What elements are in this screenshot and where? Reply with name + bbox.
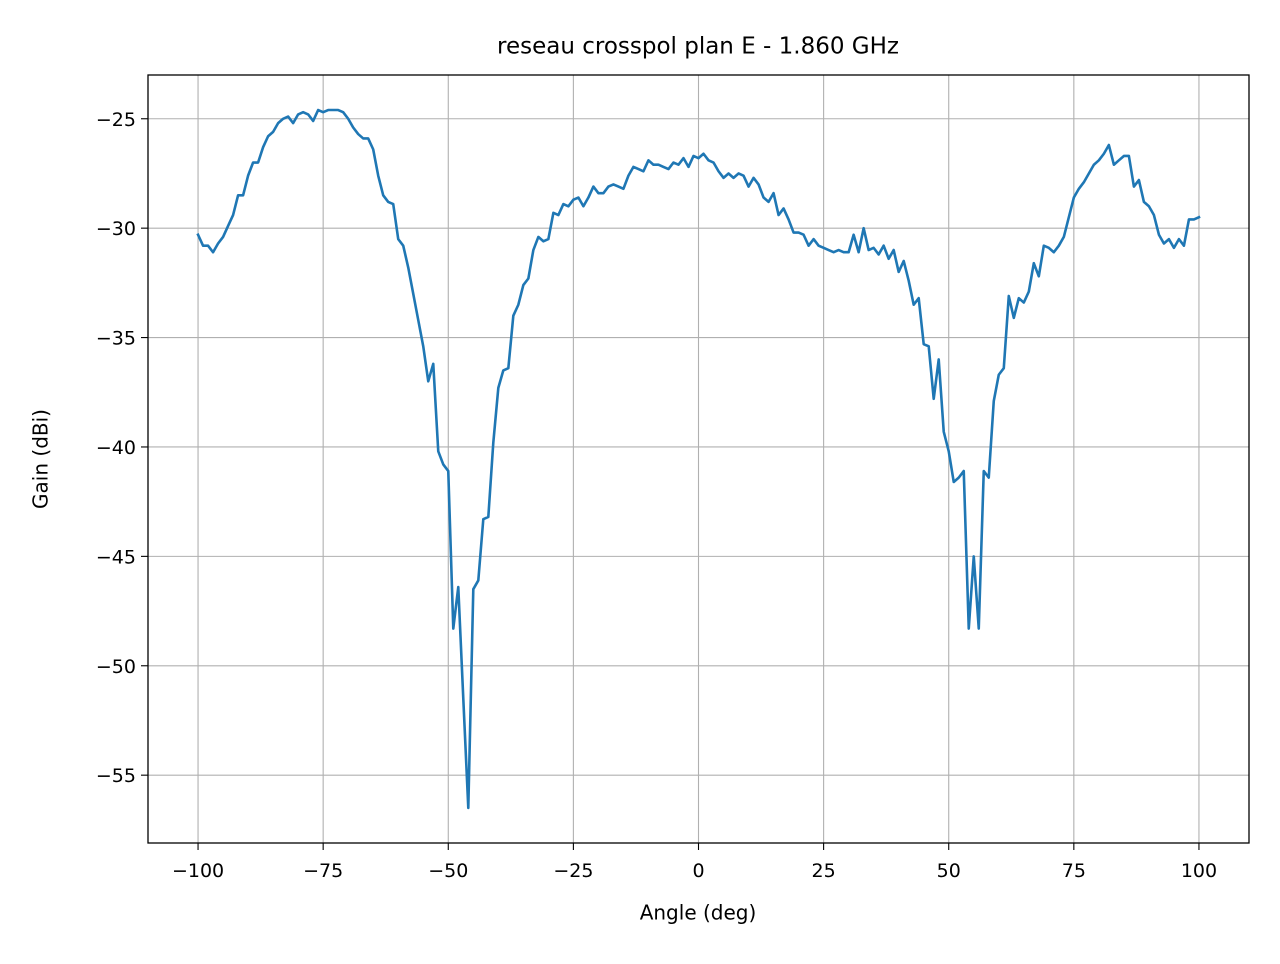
y-tick-label: −25 xyxy=(96,109,136,131)
x-tick-label: 75 xyxy=(1062,860,1086,882)
y-tick-label: −40 xyxy=(96,437,136,459)
y-tick-label: −30 xyxy=(96,218,136,240)
data-line xyxy=(196,108,1201,810)
y-tick-label: −50 xyxy=(96,656,136,678)
x-tick-label: 50 xyxy=(937,860,961,882)
x-tick-label: −75 xyxy=(303,860,343,882)
chart-title: reseau crosspol plan E - 1.860 GHz xyxy=(497,34,899,60)
x-tick-label: −50 xyxy=(428,860,468,882)
y-tick-label: −35 xyxy=(96,328,136,350)
x-axis-label: Angle (deg) xyxy=(640,901,757,925)
axes-frame xyxy=(147,74,1250,844)
y-tick-label: −45 xyxy=(96,546,136,568)
plot-area xyxy=(196,108,1201,810)
y-axis-label: Gain (dBi) xyxy=(29,409,53,509)
x-tick-label: 0 xyxy=(692,860,704,882)
y-tick-label: −55 xyxy=(96,765,136,787)
x-tick-label: 100 xyxy=(1181,860,1217,882)
grid xyxy=(148,75,1249,843)
ticks: −100 −75 −50 −25 0 25 50 75 100 −55 −50 −45 −40 −35 −3… xyxy=(96,109,1217,882)
x-tick-label: 25 xyxy=(812,860,836,882)
x-tick-label: −100 xyxy=(172,860,224,882)
x-tick-label: −25 xyxy=(553,860,593,882)
